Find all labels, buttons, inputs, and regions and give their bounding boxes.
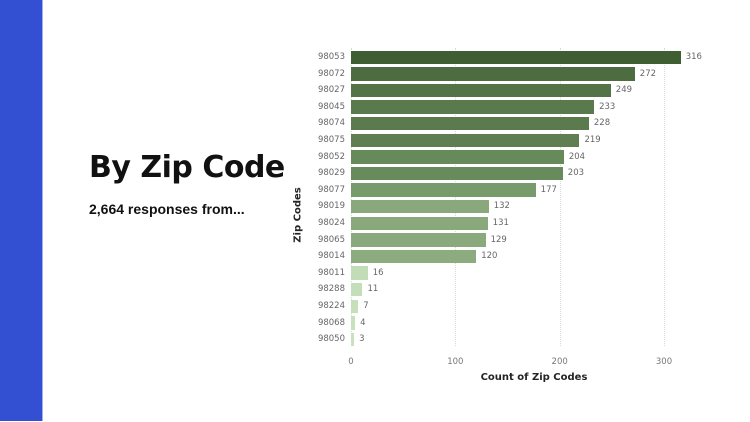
bar-row: 98072 272	[290, 66, 730, 83]
zip-code-label: 98024	[317, 218, 345, 228]
bar-row: 98053 316	[290, 49, 730, 66]
bar[interactable]	[351, 83, 611, 98]
zip-code-label: 98065	[317, 234, 345, 245]
zip-code-label: 98224	[317, 301, 345, 311]
accent-side-strip	[0, 0, 43, 421]
zip-code-bar-chart: Zip Codes 98053 316 98072 272 98027 249 98045 2…	[290, 40, 730, 390]
bar-value-label: 219	[584, 135, 601, 145]
zip-code-label: 98027	[317, 85, 345, 96]
bar[interactable]	[351, 266, 368, 280]
zip-code-label: 98029	[317, 168, 345, 179]
bar[interactable]	[351, 332, 355, 347]
zip-code-label: 98050	[317, 334, 345, 345]
bar-row: 98050 3	[290, 331, 730, 348]
bar[interactable]	[351, 166, 563, 181]
bar-value-label: 203	[567, 168, 585, 179]
x-tick-label: 300	[655, 357, 673, 367]
bar[interactable]	[351, 133, 580, 147]
bar-row: 98288 11	[290, 281, 730, 298]
zip-code-label: 98074	[317, 118, 345, 129]
gridline	[559, 48, 561, 346]
bar-row: 98014 120	[290, 248, 730, 265]
bar-value-label: 233	[599, 101, 616, 112]
bar-row: 98045 233	[290, 99, 730, 116]
bar-row: 98077 177	[290, 182, 730, 199]
bar[interactable]	[351, 233, 486, 247]
bar-row: 98075 219	[290, 132, 730, 149]
bar-row: 98065 129	[290, 232, 730, 249]
bar[interactable]	[351, 67, 635, 81]
bar-row: 98068 4	[290, 315, 730, 332]
x-axis-title: Count of Zip Codes	[480, 372, 588, 383]
bar[interactable]	[351, 316, 356, 330]
bar-value-label: 3	[359, 334, 365, 345]
bar[interactable]	[351, 50, 681, 64]
bar-value-label: 129	[490, 234, 507, 245]
page-subtitle: 2,664 responses from...	[89, 201, 245, 217]
bar-value-label: 11	[367, 284, 379, 295]
bar-value-label: 132	[493, 201, 510, 212]
bar-value-label: 120	[481, 251, 498, 262]
bar[interactable]	[351, 282, 363, 297]
x-tick-label: 200	[551, 357, 568, 367]
bar-row: 98074 228	[290, 115, 730, 132]
zip-code-label: 98068	[317, 317, 345, 328]
bar-value-label: 316	[685, 52, 702, 62]
bar[interactable]	[351, 116, 589, 131]
bar[interactable]	[351, 183, 536, 197]
bar-value-label: 204	[568, 151, 586, 162]
zip-code-label: 98053	[317, 52, 345, 62]
gridline	[351, 48, 352, 346]
bar-value-label: 131	[492, 218, 509, 228]
x-tick-label: 100	[447, 357, 464, 367]
zip-code-label: 98288	[317, 284, 345, 295]
bar-row: 98029 203	[290, 165, 730, 182]
bar[interactable]	[351, 216, 488, 230]
page-title: By Zip Code	[89, 150, 285, 185]
zip-code-label: 98077	[317, 184, 345, 195]
zip-code-label: 98014	[317, 251, 345, 262]
bar-row: 98027 249	[290, 82, 730, 99]
x-tick-label: 0	[348, 357, 354, 367]
bar-row: 98024 131	[290, 215, 730, 232]
bar-row: 98224 7	[290, 298, 730, 315]
bar-row: 98019 132	[290, 198, 730, 215]
gridline	[664, 48, 665, 346]
bar-row: 98011 16	[290, 265, 730, 282]
bar[interactable]	[351, 199, 489, 214]
zip-code-label: 98019	[317, 201, 345, 212]
zip-code-label: 98072	[317, 68, 345, 79]
bar[interactable]	[351, 249, 477, 264]
bar-row: 98052 204	[290, 149, 730, 166]
bar-value-label: 249	[615, 85, 633, 96]
zip-code-label: 98045	[317, 101, 345, 112]
bar-value-label: 4	[360, 317, 366, 328]
bar-value-label: 177	[540, 184, 557, 195]
zip-code-label: 98052	[317, 151, 345, 162]
bar[interactable]	[351, 150, 564, 164]
bar-value-label: 228	[593, 118, 611, 129]
zip-code-label: 98075	[317, 135, 345, 145]
bar-value-label: 16	[372, 267, 384, 278]
bar-value-label: 272	[639, 68, 657, 79]
bar-value-label: 7	[363, 301, 369, 311]
bar[interactable]	[351, 299, 359, 313]
zip-code-label: 98011	[317, 267, 345, 278]
gridline	[455, 48, 457, 346]
bar[interactable]	[351, 100, 595, 114]
